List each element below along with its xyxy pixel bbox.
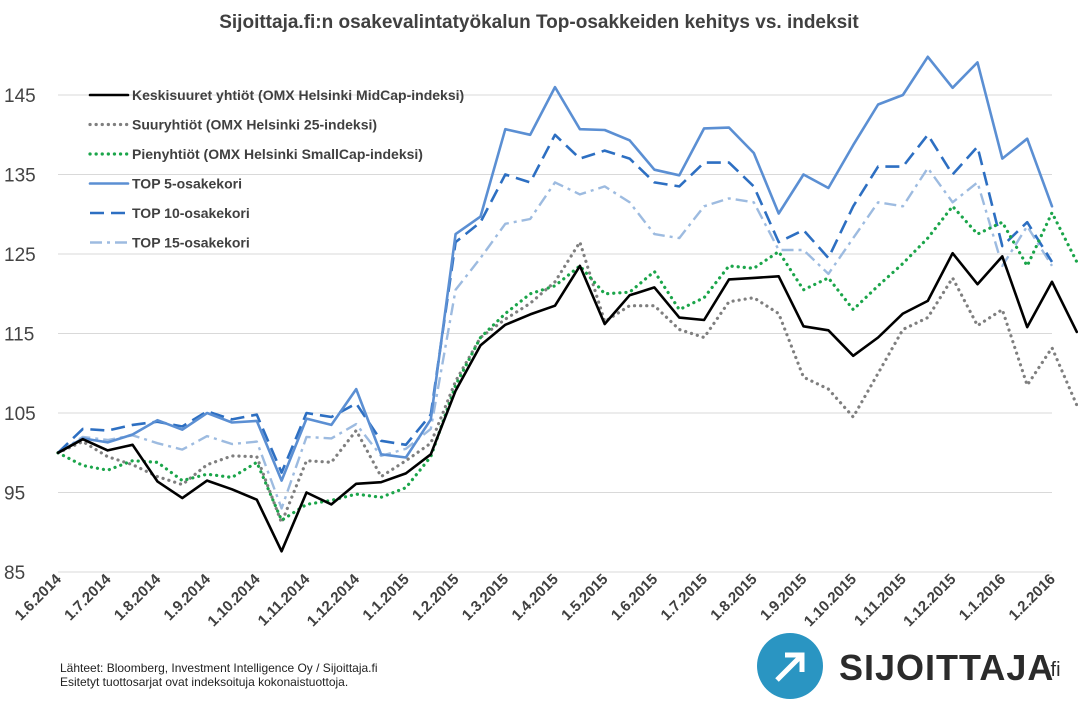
x-tick-label: 1.12.2014 [304,570,364,630]
line-chart: 85 95 105 115 125 135 145 1.6.20141.7.20141.8.… [0,0,1078,701]
x-axis-ticks: 1.6.20141.7.20141.8.20141.9.20141.10.201… [12,570,1059,630]
y-tick-label: 85 [4,563,25,584]
logo-wordmark: SIJOITTAJA [839,647,1054,689]
source-note: Lähteet: Bloomberg, Investment Intellige… [60,661,378,689]
x-tick-label: 1.8.2014 [111,570,165,624]
y-tick-label: 145 [4,86,36,107]
x-tick-label: 1.1.2016 [956,571,1009,624]
y-tick-label: 95 [4,484,25,505]
x-tick-label: 1.4.2015 [509,571,562,624]
x-tick-label: 1.11.2015 [851,571,910,630]
source-line: Lähteet: Bloomberg, Investment Intellige… [60,661,378,675]
x-tick-label: 1.2.2016 [1006,571,1059,624]
legend-label: TOP 15-osakekori [132,235,250,251]
source-line: Esitetyt tuottosarjat ovat indeksoituja … [60,675,378,689]
legend-label: Pienyhtiöt (OMX Helsinki SmallCap-indeks… [132,146,423,162]
x-tick-label: 1.10.2015 [801,571,860,630]
y-tick-label: 125 [4,245,36,266]
x-tick-label: 1.10.2014 [204,570,264,630]
x-tick-label: 1.8.2015 [707,571,760,624]
series-line [58,253,1077,551]
logo-suffix: .fi [1045,659,1061,682]
y-tick-label: 115 [4,325,34,346]
arrow-up-right-icon [757,633,823,699]
x-tick-label: 1.5.2015 [558,571,611,624]
legend-label: Keskisuuret yhtiöt (OMX Helsinki MidCap-… [132,87,464,103]
legend: Keskisuuret yhtiöt (OMX Helsinki MidCap-… [90,87,464,251]
gridlines [58,95,1052,572]
x-tick-label: 1.3.2015 [459,571,512,624]
sijoittaja-logo[interactable]: SIJOITTAJA .fi [757,633,1057,697]
x-tick-label: 1.2.2015 [409,571,462,624]
legend-label: TOP 10-osakekori [132,205,250,221]
x-tick-label: 1.1.2015 [359,571,412,624]
x-tick-label: 1.7.2014 [61,570,115,624]
series-line [58,206,1077,520]
x-tick-label: 1.7.2015 [658,571,711,624]
y-tick-label: 105 [4,404,36,425]
legend-label: Suuryhtiöt (OMX Helsinki 25-indeksi) [132,117,377,133]
y-tick-label: 135 [4,166,36,187]
x-tick-label: 1.12.2015 [900,571,959,630]
x-tick-label: 1.6.2015 [608,571,661,624]
y-axis-ticks: 85 95 105 115 125 135 145 [4,86,36,584]
legend-label: TOP 5-osakekori [132,176,242,192]
x-tick-label: 1.11.2014 [255,570,314,629]
